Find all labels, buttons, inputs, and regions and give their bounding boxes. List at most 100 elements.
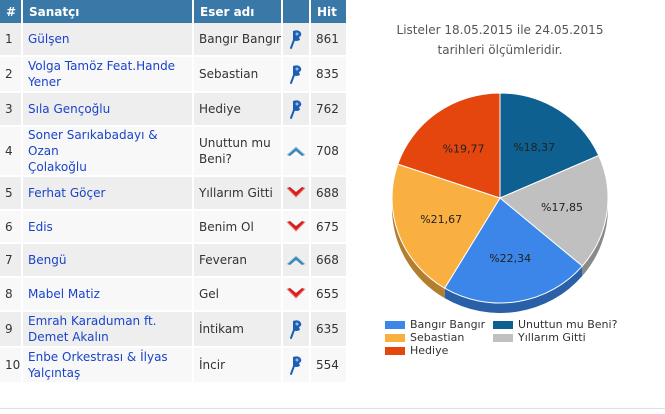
table-row: 4 Soner Sarıkabadayı & Ozan Çolakoğlu Unu… — [0, 126, 346, 177]
rank-cell: 10 — [0, 347, 23, 384]
hit-cell: 668 — [310, 243, 346, 278]
col-header-song[interactable]: Eser adı — [193, 0, 283, 23]
artist-name-line-1: Enbe Orkestrası & İlyas — [28, 350, 168, 364]
trend-cell — [282, 176, 311, 211]
song-cell: Sebastian — [193, 56, 283, 93]
col-header-rank: # — [0, 0, 23, 23]
hit-cell: 655 — [310, 277, 346, 312]
rank-text: 8 — [5, 287, 13, 301]
hit-count: 688 — [316, 186, 339, 200]
artist-name-line-1: Bengü — [28, 253, 67, 267]
rank-cell: 6 — [0, 210, 23, 244]
col-header-trend — [282, 0, 311, 23]
pie-slice[interactable] — [397, 92, 501, 199]
table-row: 7 Bengü Feveran 668 — [0, 243, 346, 278]
song-title-line-1: Bangır Bangır — [199, 32, 281, 46]
trend-cell — [282, 126, 311, 177]
pie-slice[interactable] — [499, 154, 609, 267]
hit-count: 635 — [316, 322, 339, 336]
artist-cell: Emrah Karaduman ft. Demet Akalın — [22, 311, 194, 348]
hit-count: 708 — [316, 144, 339, 158]
song-cell: Benim Ol — [193, 210, 283, 244]
pie-slice[interactable] — [391, 163, 501, 289]
song-title-line-1: İntikam — [199, 322, 244, 336]
trend-cell — [282, 311, 311, 348]
hit-count: 835 — [316, 67, 339, 81]
pie-slice-label: %17,85 — [541, 201, 583, 214]
legend-swatch — [493, 320, 513, 329]
song-cell: Unuttun mu Beni? — [193, 126, 283, 177]
table-row: 8 Mabel Matiz Gel 655 — [0, 277, 346, 312]
legend-label: Yıllarım Gitti — [518, 331, 586, 344]
top-songs-table: # Sanatçı Eser adı Hit 1 Gülşen Bangır B… — [0, 0, 346, 384]
artist-link[interactable]: Gülşen — [28, 32, 69, 46]
artist-name-line-1: Soner Sarıkabadayı & Ozan — [28, 128, 158, 158]
artist-name-line-1: Ferhat Göçer — [28, 186, 106, 200]
rank-cell: 3 — [0, 92, 23, 127]
artist-name-line-1: Volga Tamöz Feat.Hande — [28, 59, 176, 73]
table-row: 10 Enbe Orkestrası & İlyas Yalçıntaş İnci… — [0, 347, 346, 384]
legend-item[interactable]: Yıllarım Gitti — [493, 331, 586, 344]
song-title-line-1: Benim Ol — [199, 219, 254, 234]
trend-cell — [282, 243, 311, 278]
legend-item[interactable]: Bangır Bangır — [385, 318, 485, 331]
rank-cell: 9 — [0, 311, 23, 348]
hit-cell: 554 — [310, 347, 346, 384]
artist-name-line-1: Mabel Matiz — [28, 287, 100, 301]
song-cell: Bangır Bangır — [193, 23, 283, 57]
artist-link[interactable]: Edis — [28, 220, 53, 234]
rank-cell: 5 — [0, 176, 23, 211]
rank-text: 6 — [5, 219, 13, 234]
trend-same-pin-icon — [290, 30, 302, 49]
artist-link[interactable]: Bengü — [28, 253, 66, 267]
artist-link[interactable]: Soner Sarıkabadayı & Ozan Çolakoğlu — [28, 128, 158, 174]
legend-label: Bangır Bangır — [410, 318, 486, 331]
legend-swatch — [493, 333, 513, 342]
artist-link[interactable]: Mabel Matiz — [28, 287, 100, 301]
song-cell: Hediye — [193, 92, 283, 127]
pie-slice-side — [582, 198, 608, 277]
rank-text: 7 — [5, 253, 13, 267]
artist-cell: Volga Tamöz Feat.Hande Yener — [22, 56, 194, 93]
table-row: 1 Gülşen Bangır Bangır 861 — [0, 23, 346, 57]
trend-cell — [282, 210, 311, 244]
pie-slice[interactable] — [443, 197, 583, 304]
song-cell: İntikam — [193, 311, 283, 348]
artist-cell: Mabel Matiz — [22, 277, 194, 312]
hit-cell: 861 — [310, 23, 346, 57]
rank-cell: 2 — [0, 56, 23, 93]
hit-cell: 762 — [310, 92, 346, 127]
artist-link[interactable]: Enbe Orkestrası & İlyas Yalçıntaş — [28, 350, 168, 380]
bottom-divider — [0, 408, 665, 409]
artist-name-line-2: Yalçıntaş — [28, 366, 81, 380]
rank-text: 10 — [5, 358, 21, 372]
pie-slice-label: %18,37 — [513, 141, 555, 154]
artist-link[interactable]: Volga Tamöz Feat.Hande Yener — [28, 59, 175, 89]
legend-item[interactable]: Hediye — [385, 344, 448, 357]
chart-caption: Listeler 18.05.2015 ile 24.05.2015 tarih… — [396, 23, 604, 57]
artist-cell: Soner Sarıkabadayı & Ozan Çolakoğlu — [22, 126, 194, 177]
table-row: 2 Volga Tamöz Feat.Hande Yener Sebastian … — [0, 56, 346, 93]
song-title-line-1: Unuttun mu — [199, 136, 271, 150]
table-row: 6 Edis Benim Ol 675 — [0, 210, 346, 244]
artist-link[interactable]: Ferhat Göçer — [28, 186, 105, 200]
song-cell: Feveran — [193, 243, 283, 278]
trend-down-icon — [286, 288, 306, 299]
artist-cell: Bengü — [22, 243, 194, 278]
trend-down-icon — [286, 220, 306, 232]
legend-item[interactable]: Sebastian — [385, 331, 464, 344]
artist-link[interactable]: Sıla Gençoğlu — [28, 102, 110, 116]
col-header-hit[interactable]: Hit — [310, 0, 346, 23]
table-body: 1 Gülşen Bangır Bangır 861 2 Volga Tamöz… — [0, 23, 346, 384]
pie-slice-label: %19,77 — [443, 142, 485, 155]
artist-link[interactable]: Emrah Karaduman ft. Demet Akalın — [28, 314, 157, 344]
trend-same-pin-icon — [290, 320, 302, 339]
song-title-line-1: Yıllarım Gitti — [199, 186, 273, 200]
pie-slice[interactable] — [499, 92, 600, 199]
artist-name-line-1: Gülşen — [28, 32, 70, 46]
legend-item[interactable]: Unuttun mu Beni? — [493, 318, 617, 331]
legend-swatch — [385, 346, 405, 355]
col-header-artist[interactable]: Sanatçı — [22, 0, 194, 23]
artist-cell: Gülşen — [22, 23, 194, 57]
hit-count: 861 — [316, 32, 339, 46]
